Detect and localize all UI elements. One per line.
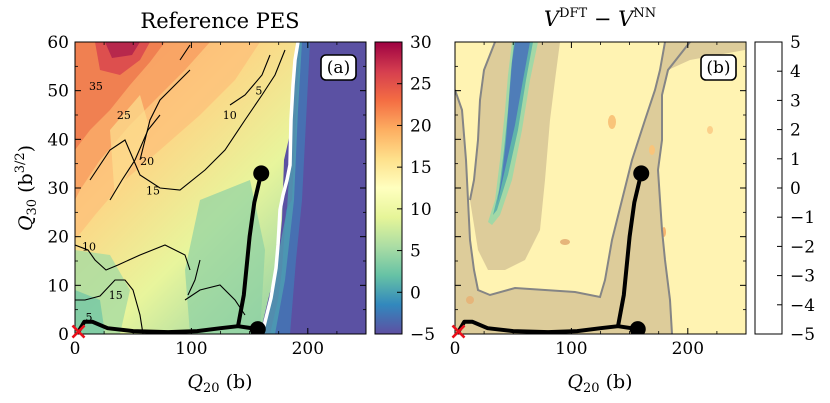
contour-label: 10: [82, 240, 96, 253]
panel-b-xtick-label: 0: [450, 339, 461, 359]
panel-b: VDFT − VNN 0 100 200 (b): [450, 6, 815, 396]
panel-a-ytick-label: 60: [47, 33, 69, 53]
colorbar-tick-label: −2: [790, 237, 815, 257]
scission-point: [633, 165, 650, 182]
colorbar-tick-label: 2: [790, 121, 801, 141]
colorbar-tick-label: 3: [790, 91, 801, 111]
colorbar-tick-label: 0: [410, 283, 421, 303]
contour-label: 5: [85, 311, 92, 324]
colorbar-tick-label: 5: [410, 242, 421, 262]
panel-a-ylabel: Q30 (b3/2): [13, 145, 40, 231]
panel-b-colorbar-ticks: −5 −4 −3 −2 −1 0 1 2 3 4 5: [777, 33, 815, 345]
panel-b-label-box: [700, 54, 737, 81]
colorbar-tick-label: 4: [790, 62, 801, 82]
panel-a-xlabel: Q20 (b): [187, 371, 252, 396]
panel-a-ytick-label: 40: [47, 130, 69, 150]
contour-label: 15: [146, 184, 160, 197]
contour-label: 35: [89, 80, 103, 93]
panel-b-title: VDFT − VNN: [544, 6, 656, 31]
panel-b-xtick-label: 200: [672, 339, 704, 359]
ground-state-marker-stroke: [451, 324, 466, 339]
panel-a-xtick-label: 200: [292, 339, 324, 359]
colorbar-tick-label: −4: [790, 296, 815, 316]
colorbar-tick-label: 30: [410, 33, 432, 53]
colorbar-tick-label: 25: [410, 75, 432, 95]
panel-a-ytick-label: 10: [47, 276, 69, 296]
panel-b-contour-fill: [455, 42, 746, 334]
scission-point: [629, 321, 646, 334]
panel-a-colorbar: [374, 41, 403, 335]
panel-b-xtick-label: 100: [555, 339, 587, 359]
contour-label: 20: [140, 155, 154, 168]
panel-a-label: (a): [327, 58, 350, 78]
colorbar-tick-label: 0: [790, 179, 801, 199]
panel-b-xlabel: Q20 (b): [567, 371, 632, 396]
panel-a-zero-isoline: [260, 42, 300, 334]
fission-path-line: [456, 319, 638, 334]
panel-a-axes: 0 100 200 0 10 20 30 40 50 60: [47, 33, 366, 359]
colorbar-tick-label: −5: [410, 325, 435, 345]
panel-a-ytick-label: 50: [47, 82, 69, 102]
panel-b-label: (b): [706, 58, 730, 78]
panel-a-xtick-label: 100: [175, 339, 207, 359]
panel-a-label-box: [320, 54, 357, 81]
colorbar-tick-label: 1: [790, 150, 801, 170]
scission-point: [249, 321, 266, 334]
contour-label: 25: [117, 109, 131, 122]
contour-label: 15: [109, 289, 123, 302]
fission-path-line-branch: [616, 172, 644, 327]
panel-a-ytick-label: 0: [58, 325, 69, 345]
scission-point: [253, 165, 270, 182]
contour-label: 10: [223, 109, 237, 122]
panel-a-ytick-label: 20: [47, 228, 69, 248]
panel-a-contour-labels: 5 10 15 20 25 35 15 10 5: [82, 80, 262, 324]
colorbar-tick-label: 5: [790, 33, 801, 53]
fission-path-line-branch: [236, 172, 264, 327]
colorbar-tick-label: 15: [410, 158, 432, 178]
colorbar-tick-label: −5: [790, 325, 815, 345]
colorbar-tick-label: −1: [790, 208, 815, 228]
ground-state-marker-stroke: [71, 324, 86, 339]
panel-a-xtick-label: 0: [70, 339, 81, 359]
colorbar-tick-label: 20: [410, 116, 432, 136]
ground-state-marker: [71, 324, 86, 339]
ground-state-marker: [451, 324, 466, 339]
colorbar-tick-label: 10: [410, 200, 432, 220]
contour-label: 5: [255, 85, 262, 98]
panel-b-axes: 0 100 200: [450, 41, 746, 359]
panel-b-fission-path: [456, 165, 650, 334]
panel-a-title: Reference PES: [140, 9, 299, 33]
panel-a-ytick-label: 30: [47, 179, 69, 199]
panel-a: Reference PES: [13, 9, 435, 396]
panel-a-contour-lines: [75, 44, 286, 334]
panel-a-colorbar-ticks: −5 0 5 10 15 20 25 30: [397, 33, 435, 345]
fission-path-line: [76, 319, 258, 334]
panel-a-fission-path: [76, 165, 270, 334]
colorbar-tick-label: −3: [790, 267, 815, 287]
